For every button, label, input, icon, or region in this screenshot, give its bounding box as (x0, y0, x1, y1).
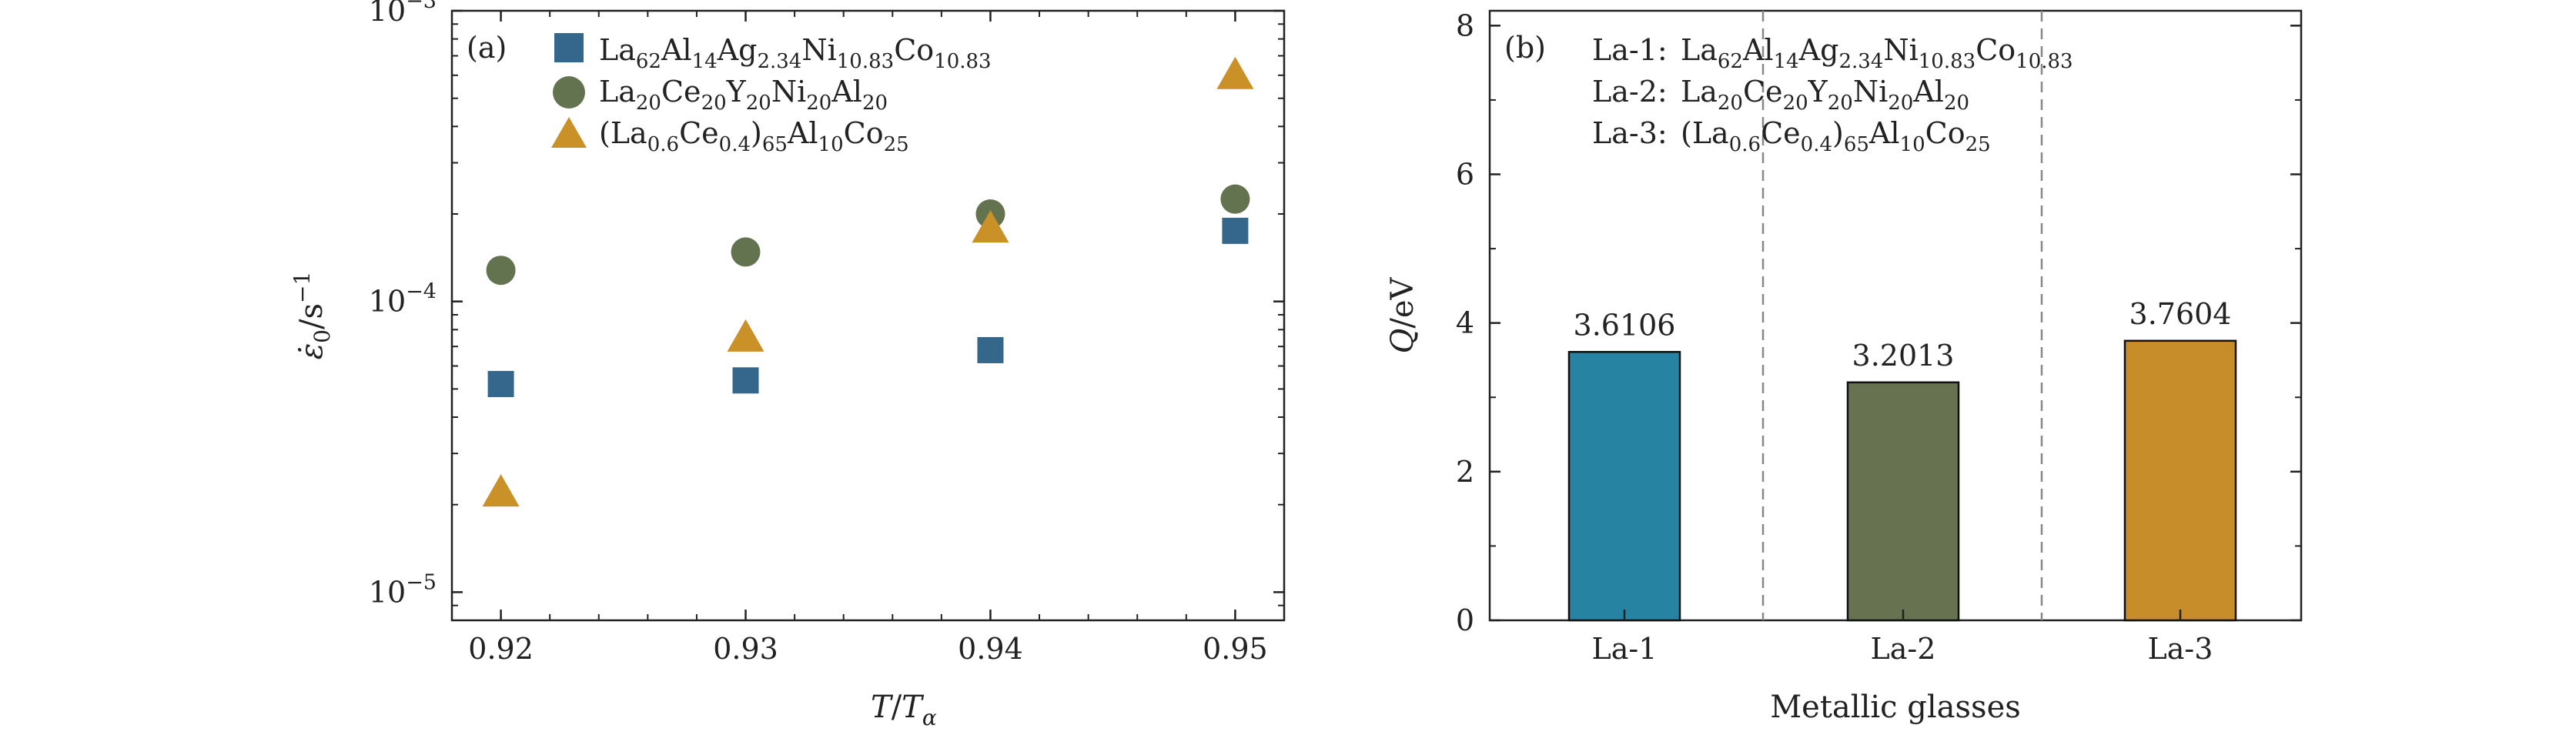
b-ytick-label: 2 (1456, 455, 1474, 489)
bar-value-label: 3.2013 (1852, 339, 1955, 373)
data-point-triangle-3 (972, 210, 1009, 243)
panel-a-frame (450, 9, 1286, 622)
b-ytick-label: 4 (1456, 306, 1474, 340)
data-point-square-1 (487, 370, 514, 397)
panel-b-label: (b) (1504, 31, 1546, 65)
a-xtick-label: 0.95 (1203, 632, 1268, 666)
b-xtick-label: La-3 (2148, 632, 2213, 666)
panel-a-xlabel: T/Tα (871, 690, 937, 730)
data-point-circle-1 (486, 256, 516, 286)
panel-a-scatter: 0.92 0.93 0.94 0.95 10−5 10−4 10−3 (a) La62Al… (289, 0, 1286, 730)
panel-b-ylabel: Q/eV (1385, 276, 1420, 353)
a-ytick-label: 10−5 (369, 570, 437, 609)
bar-la-3 (2123, 339, 2237, 622)
data-point-triangle-2 (727, 319, 764, 352)
b-ytick-label: 0 (1456, 603, 1474, 637)
a-xtick-label: 0.93 (713, 632, 778, 666)
a-ytick-label: 10−4 (369, 280, 437, 319)
legend-a-entry-3: (La0.6Ce0.4)65Al10Co25 (599, 116, 909, 156)
data-point-square-3 (977, 336, 1004, 363)
legend-a-marker-circle (553, 76, 585, 109)
a-ytick-label: 10−3 (369, 0, 437, 28)
data-point-circle-4 (1220, 184, 1250, 214)
bar-value-label: 3.6106 (1574, 308, 1676, 342)
panel-b-bar: 0 2 4 6 8 3.6106 La-1 3.2013 La-2 3.7604 La-3 (b)… (1385, 8, 2303, 725)
data-point-circle-2 (731, 237, 761, 267)
legend-b-key-1: La-1: (1592, 33, 1668, 67)
svg-text:Q/eV: Q/eV (1385, 276, 1420, 353)
legend-b-formula-3: (La0.6Ce0.4)65Al10Co25 (1681, 116, 1991, 156)
bar-la-2 (1846, 381, 1960, 622)
panel-a-ylabel: ε̇0/s−1 (289, 272, 335, 360)
legend-b-formula-1: La62Al14Ag2.34Ni10.83Co10.83 (1681, 33, 2073, 73)
b-ytick-label: 6 (1456, 157, 1474, 191)
b-xtick-label: La-1 (1592, 632, 1658, 666)
legend-b-formula-2: La20Ce20Y20Ni20Al20 (1681, 75, 1969, 115)
svg-text:ε̇0/s−1: ε̇0/s−1 (289, 272, 335, 360)
legend-b: La-1: La62Al14Ag2.34Ni10.83Co10.83 La-2:… (1592, 33, 2073, 156)
legend-a: La62Al14Ag2.34Ni10.83Co10.83 La20Ce20Y20… (551, 33, 992, 156)
b-xtick-label: La-2 (1871, 632, 1936, 666)
data-point-triangle-1 (482, 474, 520, 507)
b-ytick-label: 8 (1456, 8, 1474, 42)
data-point-triangle-4 (1216, 56, 1254, 89)
data-point-square-2 (732, 367, 759, 394)
legend-a-marker-square (554, 33, 584, 62)
legend-b-key-2: La-2: (1592, 75, 1668, 109)
a-xtick-label: 0.92 (468, 632, 534, 666)
legend-a-entry-2: La20Ce20Y20Ni20Al20 (599, 75, 888, 115)
legend-a-entry-1: La62Al14Ag2.34Ni10.83Co10.83 (599, 33, 992, 73)
bar-value-label: 3.7604 (2129, 297, 2232, 331)
legend-b-key-3: La-3: (1592, 116, 1668, 150)
panel-b-xlabel: Metallic glasses (1770, 690, 2021, 725)
legend-a-marker-triangle (551, 117, 587, 148)
panel-a-label: (a) (467, 31, 507, 65)
data-point-square-4 (1222, 217, 1249, 244)
a-xtick-label: 0.94 (958, 632, 1023, 666)
bar-la-1 (1567, 351, 1681, 622)
